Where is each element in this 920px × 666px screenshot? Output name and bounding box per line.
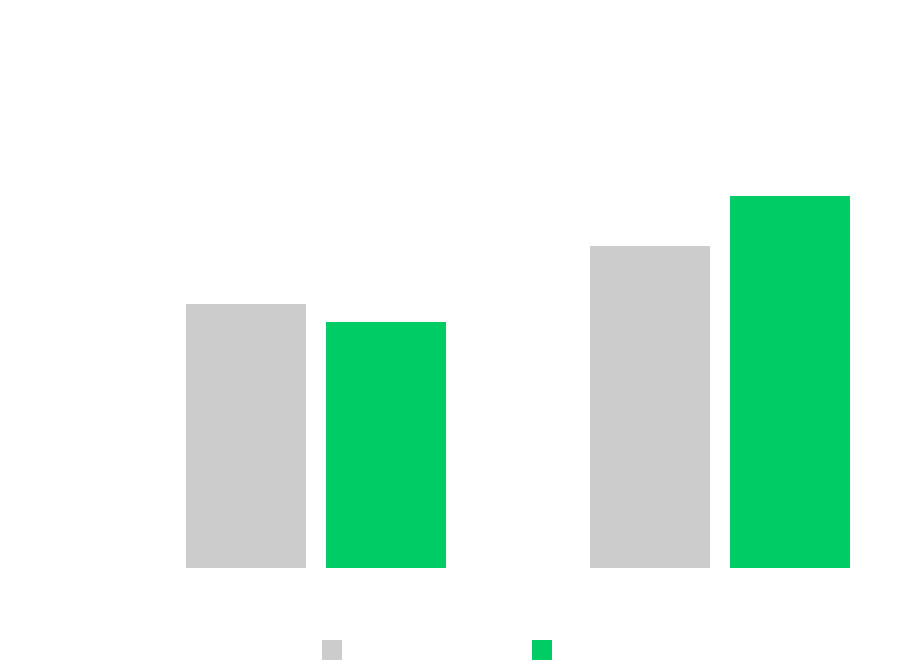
legend-swatch <box>322 640 342 660</box>
bar <box>326 322 446 568</box>
legend-swatch <box>532 640 552 660</box>
bar <box>730 196 850 568</box>
bar <box>186 304 306 568</box>
bar <box>590 246 710 568</box>
